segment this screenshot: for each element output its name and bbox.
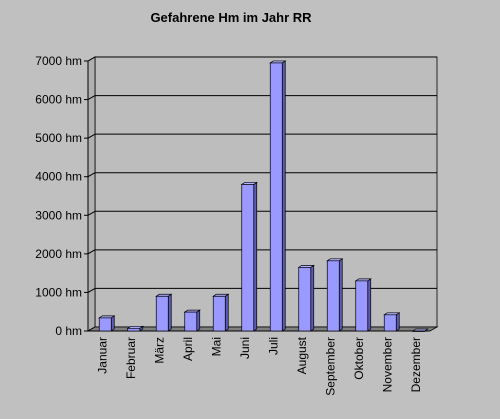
- chart-title: Gefahrene Hm im Jahr RR: [150, 10, 312, 25]
- x-tick-label: Januar: [95, 337, 109, 374]
- x-tick-label: Dezember: [409, 337, 423, 392]
- bar-side: [367, 278, 372, 332]
- y-tick-label: 0 hm: [55, 324, 82, 338]
- bar: [212, 295, 226, 332]
- bar: [155, 295, 169, 332]
- bar-side: [281, 60, 286, 332]
- y-tick-label: 4000 hm: [35, 170, 82, 184]
- y-tick-label: 2000 hm: [35, 247, 82, 261]
- x-tick-label: März: [152, 337, 166, 364]
- x-tick-label: Mai: [209, 337, 223, 356]
- gridline-side: [87, 249, 96, 255]
- y-tick-label: 3000 hm: [35, 208, 82, 222]
- bar-side: [196, 309, 201, 332]
- bar: [98, 317, 112, 332]
- gridline-side: [87, 172, 96, 178]
- x-tick-label: Oktober: [352, 337, 366, 380]
- bar-side: [224, 293, 229, 332]
- bar-side: [338, 258, 343, 332]
- bar: [269, 62, 283, 332]
- x-tick-label: Februar: [124, 337, 138, 379]
- gridline-side: [87, 56, 96, 62]
- bar-side: [253, 181, 258, 332]
- bar: [383, 314, 397, 332]
- x-tick-label: September: [323, 337, 337, 396]
- gridline-side: [87, 287, 96, 293]
- bar: [412, 330, 426, 332]
- bar: [298, 267, 312, 332]
- x-tick-label: August: [295, 336, 309, 374]
- bar: [241, 184, 255, 332]
- bar: [326, 260, 340, 332]
- gridline-side: [87, 95, 96, 101]
- x-tick-label: November: [380, 337, 394, 392]
- y-tick-label: 7000 hm: [35, 54, 82, 68]
- bar-side: [167, 293, 172, 332]
- plot-area: 0 hm 1000 hm 2000 hm 3000 hm 4000 hm 5000 hm 6…: [35, 54, 439, 396]
- gridline-side: [87, 210, 96, 216]
- bar-side: [395, 312, 400, 332]
- y-tick-label: 6000 hm: [35, 93, 82, 107]
- gridline-side: [87, 133, 96, 139]
- x-tick-label: Juli: [266, 337, 280, 355]
- bar: [127, 327, 141, 332]
- x-tick-label: Juni: [238, 337, 252, 359]
- bar: [355, 280, 369, 332]
- x-tick-label: April: [181, 337, 195, 361]
- back-wall: [94, 56, 438, 328]
- bar-side: [310, 264, 315, 332]
- y-tick-label: 1000 hm: [35, 285, 82, 299]
- bar: [184, 311, 198, 332]
- bar-side: [110, 315, 115, 332]
- y-tick-label: 5000 hm: [35, 131, 82, 145]
